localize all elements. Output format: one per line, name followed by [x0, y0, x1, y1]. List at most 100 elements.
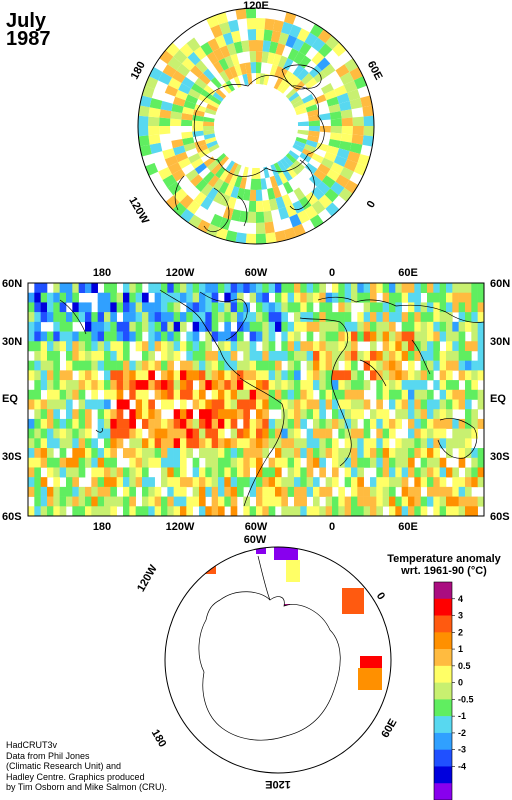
grid-cell [458, 360, 466, 371]
grid-cell [395, 467, 402, 478]
grid-cell [123, 380, 130, 391]
grid-cell [34, 389, 41, 400]
mid-lat-left-30s: 30S [2, 451, 22, 463]
grid-cell [40, 486, 48, 497]
grid-cell [420, 506, 428, 516]
grid-cell [199, 302, 206, 313]
grid-cell [180, 467, 187, 478]
polar-cell [248, 200, 256, 212]
grid-cell [249, 448, 257, 459]
polar-cell [164, 155, 179, 167]
grid-cell [47, 341, 54, 352]
grid-cell [40, 312, 48, 323]
polar-cell [295, 136, 308, 145]
polar-cell [341, 117, 353, 126]
grid-cell [205, 418, 212, 429]
grid-cell [268, 302, 276, 313]
grid-cell [110, 350, 117, 361]
grid-cell [104, 418, 111, 429]
grid-cell [420, 477, 428, 488]
grid-cell [319, 486, 326, 497]
grid-cell [34, 302, 41, 313]
grid-cell [66, 477, 73, 488]
polar-cell [170, 111, 183, 120]
grid-cell [332, 409, 339, 420]
grid-cell [256, 380, 263, 391]
polar-cell [190, 65, 203, 78]
grid-cell [142, 438, 149, 449]
polar-cell [304, 144, 317, 153]
grid-cell [357, 506, 364, 516]
polar-cell [195, 60, 208, 73]
polar-cell [282, 169, 293, 182]
polar-cell [210, 213, 223, 228]
grid-cell [218, 312, 225, 323]
grid-cell [192, 467, 200, 478]
grid-cell [382, 331, 390, 342]
grid-cell [439, 428, 447, 439]
grid-cell [300, 399, 307, 410]
grid-cell [249, 331, 257, 342]
grid-cell [313, 341, 320, 352]
grid-cell [230, 486, 238, 497]
polar-cell [204, 107, 217, 116]
grid-cell [313, 496, 320, 507]
polar-cell [318, 194, 333, 209]
grid-cell [357, 399, 364, 410]
polar-cell [193, 109, 205, 117]
grid-cell [395, 506, 402, 516]
grid-cell [427, 428, 434, 439]
grid-cell [85, 486, 92, 497]
grid-cell [471, 370, 478, 381]
grid-cell [477, 370, 484, 381]
polar-cell [289, 24, 302, 39]
grid-cell [281, 506, 288, 516]
grid-cell [395, 457, 402, 468]
grid-cell [395, 360, 402, 371]
grid-cell [249, 506, 257, 516]
grid-cell [53, 302, 60, 313]
grid-cell [338, 448, 345, 459]
grid-cell [167, 486, 174, 497]
grid-cell [433, 428, 440, 439]
polar-cell [219, 169, 230, 182]
polar-cell [181, 113, 193, 121]
grid-cell [91, 360, 98, 371]
polar-cell [172, 96, 186, 107]
grid-cell [218, 302, 225, 313]
grid-cell [180, 409, 187, 420]
grid-cell [306, 428, 314, 439]
grid-cell [237, 438, 244, 449]
mid-lon-bottom-180: 180 [93, 521, 111, 533]
grid-cell [262, 409, 269, 420]
polar-cell [229, 65, 238, 78]
polar-cell [321, 175, 336, 189]
grid-cell [173, 321, 181, 332]
grid-cell [344, 428, 352, 439]
grid-cell [281, 389, 288, 400]
grid-cell [142, 467, 149, 478]
grid-cell [218, 496, 225, 507]
grid-cell [148, 477, 155, 488]
grid-cell [458, 418, 466, 429]
grid-cell [395, 438, 402, 449]
grid-cell [243, 448, 250, 459]
grid-cell [395, 350, 402, 361]
grid-cell [78, 360, 86, 371]
grid-cell [243, 341, 250, 352]
grid-cell [420, 496, 428, 507]
grid-cell [389, 389, 396, 400]
grid-cell [408, 496, 415, 507]
grid-cell [439, 409, 447, 420]
grid-cell [148, 457, 155, 468]
grid-cell [433, 477, 440, 488]
grid-cell [332, 389, 339, 400]
polar-cell [208, 99, 220, 109]
grid-cell [78, 350, 86, 361]
grid-cell [148, 506, 155, 516]
grid-cell [376, 321, 383, 332]
polar-cell [222, 206, 234, 220]
polar-cell [318, 43, 333, 58]
grid-cell [439, 438, 447, 449]
grid-cell [275, 380, 282, 391]
